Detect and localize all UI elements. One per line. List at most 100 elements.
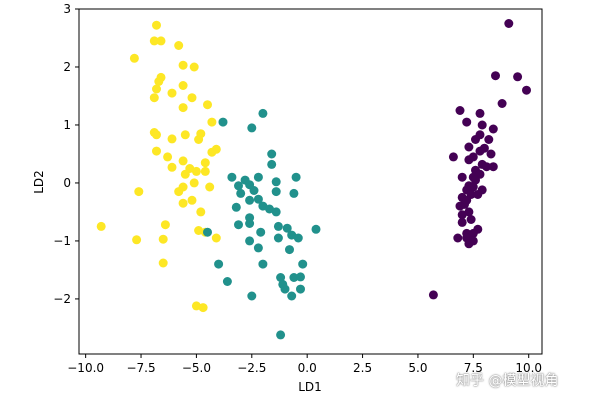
scatter-point [258,259,268,269]
scatter-point [484,135,494,144]
scatter-point [464,239,474,249]
scatter-point [198,303,208,313]
scatter-point [189,62,199,72]
scatter-point [462,117,472,127]
scatter-point [178,103,188,113]
scatter-point [491,71,500,81]
scatter-point [196,207,206,217]
watermark-text: 知乎 @模型视角 [456,373,559,389]
scatter-point [453,233,463,243]
scatter-point [289,188,299,198]
scatter-point [205,182,215,192]
scatter-point [149,93,159,103]
scatter-point [178,60,188,70]
x-tick-label: 7.5 [464,361,483,375]
scatter-point [271,207,281,217]
scatter-point [477,120,487,130]
scatter-point [258,108,268,118]
scatter-point [189,178,199,188]
x-tick-label: 5.0 [408,361,427,375]
scatter-point [296,284,305,294]
plot-area-frame [78,8,543,355]
scatter-point [245,219,255,228]
scatter-point [167,88,177,98]
scatter-point [280,284,290,294]
x-tick-label: −5.0 [182,361,211,375]
scatter-point [178,198,188,208]
scatter-point [178,81,188,90]
scatter-point [207,147,217,157]
scatter-point [152,84,161,94]
scatter-point [160,220,170,230]
scatter-point [234,181,243,191]
scatter-point [488,124,498,134]
scatter-point [522,85,531,95]
scatter-point [287,291,297,301]
scatter-point [267,159,277,169]
scatter-point [152,130,161,140]
scatter-point [227,172,237,182]
scatter-point [285,245,294,255]
scatter-point [273,221,283,231]
scatter-point [457,172,467,182]
scatter-point [187,195,197,205]
scatter-point [497,99,507,108]
scatter-point [475,108,485,118]
scatter-point [457,217,467,227]
scatter-point [455,106,465,115]
scatter-point [471,175,480,185]
scatter-point [291,172,301,182]
scatter-point [191,166,201,176]
scatter-point [163,152,173,162]
y-tick-label: 3 [63,2,71,16]
scatter-point [167,134,177,144]
scatter-point [222,277,232,286]
scatter-point [473,190,483,199]
scatter-point [249,186,259,195]
scatter-point [253,243,263,253]
scatter-point [513,72,523,82]
x-tick-label: −10.0 [67,361,104,375]
scatter-point [293,233,303,243]
scatter-point [247,291,257,301]
scatter-point [245,236,255,246]
scatter-point [152,146,161,156]
scatter-point [203,100,212,110]
scatter-point [152,20,161,30]
scatter-point [132,235,142,245]
data-points [96,19,531,340]
x-tick-label: −7.5 [126,361,155,375]
x-tick-label: 0.0 [298,361,317,375]
scatter-point [134,187,144,197]
y-axis-ticks: −2 −1 0 1 2 3 [53,2,79,306]
scatter-point [296,272,305,282]
scatter-point [158,234,168,244]
scatter-point [149,36,159,46]
scatter-point [174,41,184,50]
scatter-point [464,142,474,152]
scatter-point [471,135,480,144]
scatter-point [180,169,190,179]
scatter-point [464,155,474,165]
scatter-point [504,19,514,28]
scatter-point [247,123,257,133]
scatter-point [273,233,283,243]
scatter-point [256,227,266,237]
scatter-point [167,162,177,172]
y-tick-label: 1 [63,118,71,132]
x-tick-label: −2.5 [237,361,266,375]
scatter-point [475,146,485,156]
scatter-point [482,162,492,172]
scatter-point [156,36,166,46]
scatter-point [174,187,184,197]
scatter-point [245,195,255,205]
scatter-point [289,273,299,282]
scatter-point [180,130,190,140]
scatter-point [276,273,286,282]
scatter-point [457,210,467,220]
scatter-point [253,194,263,204]
scatter-point [455,201,465,211]
y-tick-label: 0 [63,176,71,190]
scatter-point [154,77,164,86]
scatter-point [271,187,281,197]
